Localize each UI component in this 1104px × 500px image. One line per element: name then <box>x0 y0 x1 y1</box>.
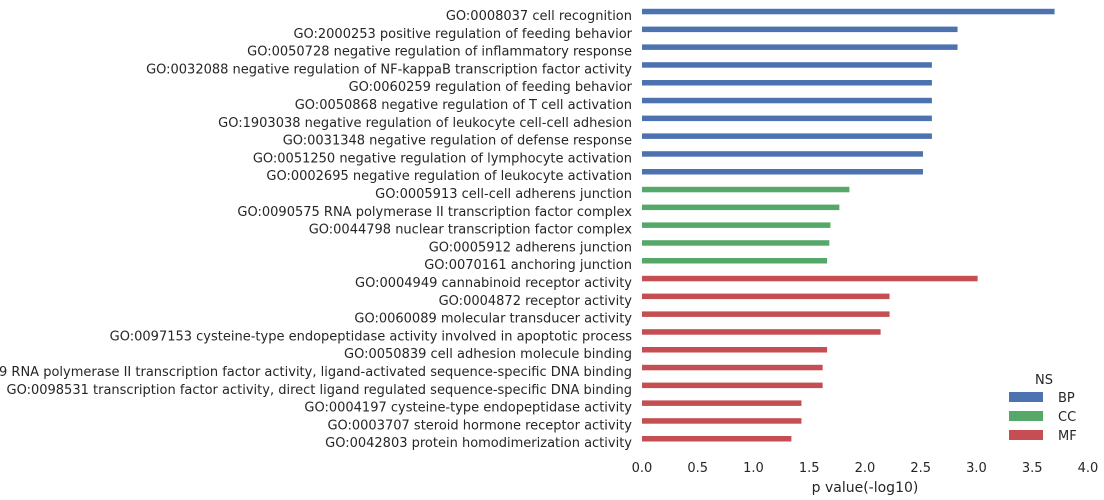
bar-bp <box>642 80 932 86</box>
x-tick-label: 0.0 <box>632 461 653 476</box>
bar-mf <box>642 293 890 300</box>
bar-mf <box>642 418 802 424</box>
y-tick-label: GO:0051250 negative regulation of lympho… <box>253 151 632 166</box>
bar-bp <box>642 97 932 104</box>
x-tick-label: 3.5 <box>1022 461 1043 476</box>
bar-cc <box>642 258 828 264</box>
y-tick-label: GO:0060259 regulation of feeding behavio… <box>349 80 633 95</box>
x-tick-label: 2.5 <box>910 461 931 476</box>
y-tick-label: GO:0004872 receptor activity <box>439 294 633 309</box>
legend-title: NS <box>1035 373 1053 388</box>
y-tick-label: GO:0044798 nuclear transcription factor … <box>309 223 633 238</box>
x-axis-label: p value(-log10) <box>812 480 919 496</box>
y-tick-label: GO:0005912 adherens junction <box>429 240 632 255</box>
y-tick-label: GO:0004949 cannabinoid receptor activity <box>355 276 632 291</box>
legend-label: BP <box>1058 391 1075 406</box>
y-tick-label: GO:0050868 negative regulation of T cell… <box>295 98 632 113</box>
y-tick-label: GO:0050839 cell adhesion molecule bindin… <box>344 347 632 362</box>
bar-mf <box>642 436 792 442</box>
x-tick-label: 2.0 <box>855 461 876 476</box>
bar-cc <box>642 222 831 228</box>
legend-swatch <box>1009 392 1043 402</box>
bar-mf <box>642 347 828 353</box>
y-tick-label: GO:0002695 negative regulation of leukoc… <box>266 169 632 184</box>
y-tick-label: GO:0031348 negative regulation of defens… <box>283 134 632 149</box>
legend-items: BP CC MF <box>1009 391 1077 444</box>
bar-mf <box>642 275 978 282</box>
y-tick-label: GO:0098531 transcription factor activity… <box>7 383 632 398</box>
legend-entry: BP <box>1009 391 1075 406</box>
bar-cc <box>642 204 840 211</box>
bar-cc <box>642 240 830 246</box>
y-tick-label: GO:0050728 negative regulation of inflam… <box>247 45 632 60</box>
bar-bp <box>642 169 923 175</box>
y-tick-label: GO:0003707 steroid hormone receptor acti… <box>327 418 632 433</box>
x-tick-label: 1.5 <box>799 461 820 476</box>
legend-label: MF <box>1058 429 1077 444</box>
y-tick-label: GO:0097153 cysteine-type endopeptidase a… <box>110 329 633 344</box>
x-tick-label: 0.5 <box>687 461 708 476</box>
y-tick-label: GO:0070161 anchoring junction <box>424 258 632 273</box>
y-tick-label: GO:0042803 protein homodimerization acti… <box>325 436 632 451</box>
bar-bp <box>642 62 932 68</box>
y-tick-label: GO:0004879 RNA polymerase II transcripti… <box>0 365 632 380</box>
bar-bp <box>642 133 932 139</box>
y-tick-label: GO:0060089 molecular transducer activity <box>354 312 632 327</box>
bar-mf <box>642 382 823 389</box>
bars <box>642 8 1055 442</box>
bar-bp <box>642 26 958 33</box>
y-tick-label: GO:2000253 positive regulation of feedin… <box>293 27 632 42</box>
bar-bp <box>642 151 923 157</box>
y-tick-label: GO:0004197 cysteine-type endopeptidase a… <box>304 401 632 416</box>
bar-bp <box>642 8 1055 15</box>
y-tick-label: GO:1903038 negative regulation of leukoc… <box>218 116 632 131</box>
y-tick-label: GO:0008037 cell recognition <box>446 9 632 24</box>
bar-mf <box>642 311 890 317</box>
legend-entry: MF <box>1009 429 1077 444</box>
bar-bp <box>642 44 958 50</box>
legend-entry: CC <box>1009 410 1076 425</box>
bar-mf <box>642 329 881 335</box>
bar-mf <box>642 364 823 371</box>
legend: NS BP CC MF <box>1009 373 1077 444</box>
x-tick-label: 4.0 <box>1078 461 1099 476</box>
bar-mf <box>642 400 802 406</box>
y-tick-label: GO:0090575 RNA polymerase II transcripti… <box>237 205 632 220</box>
legend-swatch <box>1009 430 1043 440</box>
x-tick-labels: 0.0 0.5 1.0 1.5 2.0 2.5 3.0 3.5 4.0 <box>632 461 1099 476</box>
legend-swatch <box>1009 411 1043 421</box>
y-tick-label: GO:0032088 negative regulation of NF-kap… <box>146 62 632 77</box>
x-tick-label: 1.0 <box>743 461 764 476</box>
y-tick-labels: GO:0008037 cell recognition GO:2000253 po… <box>0 9 633 451</box>
bar-bp <box>642 115 932 122</box>
bar-cc <box>642 186 850 193</box>
legend-label: CC <box>1058 410 1076 425</box>
y-tick-label: GO:0005913 cell-cell adherens junction <box>375 187 632 202</box>
x-tick-label: 3.0 <box>966 461 987 476</box>
